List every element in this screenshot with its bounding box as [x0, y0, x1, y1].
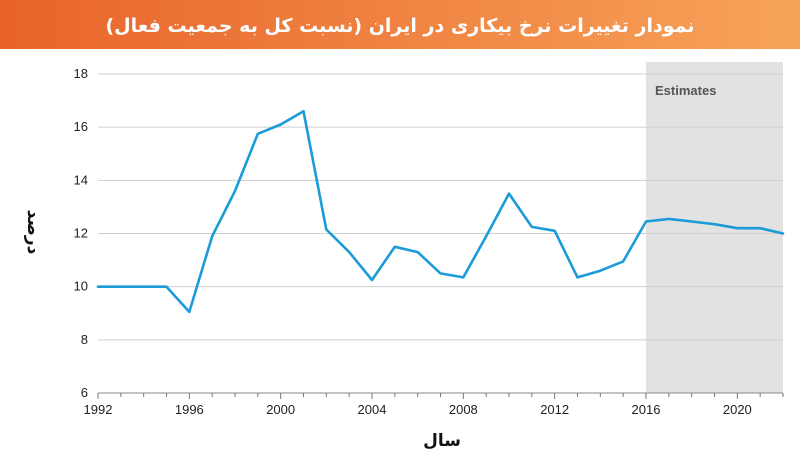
x-tick-label: 2020	[723, 402, 752, 417]
x-tick-label: 2016	[632, 402, 661, 417]
x-axis-title: سال	[423, 431, 461, 451]
y-tick-label: 10	[74, 279, 88, 294]
y-tick-label: 16	[74, 119, 88, 134]
y-tick-label: 12	[74, 226, 88, 241]
x-tick-label: 2008	[449, 402, 478, 417]
x-tick-label: 2004	[358, 402, 387, 417]
title-bar	[0, 0, 800, 49]
x-tick-label: 1992	[84, 402, 113, 417]
x-tick-label: 1996	[175, 402, 204, 417]
y-tick-label: 18	[74, 66, 88, 81]
y-axis-title: درصد	[23, 210, 43, 255]
y-tick-label: 6	[81, 385, 88, 400]
x-tick-label: 2012	[540, 402, 569, 417]
y-tick-label: 8	[81, 332, 88, 347]
x-tick-label: 2000	[266, 402, 295, 417]
estimates-label: Estimates	[655, 83, 716, 98]
y-tick-label: 14	[74, 172, 88, 187]
unemployment-rate-line	[96, 109, 785, 314]
chart-title: نمودار تغییرات نرخ بیکاری در ایران (نسبت…	[105, 15, 694, 37]
